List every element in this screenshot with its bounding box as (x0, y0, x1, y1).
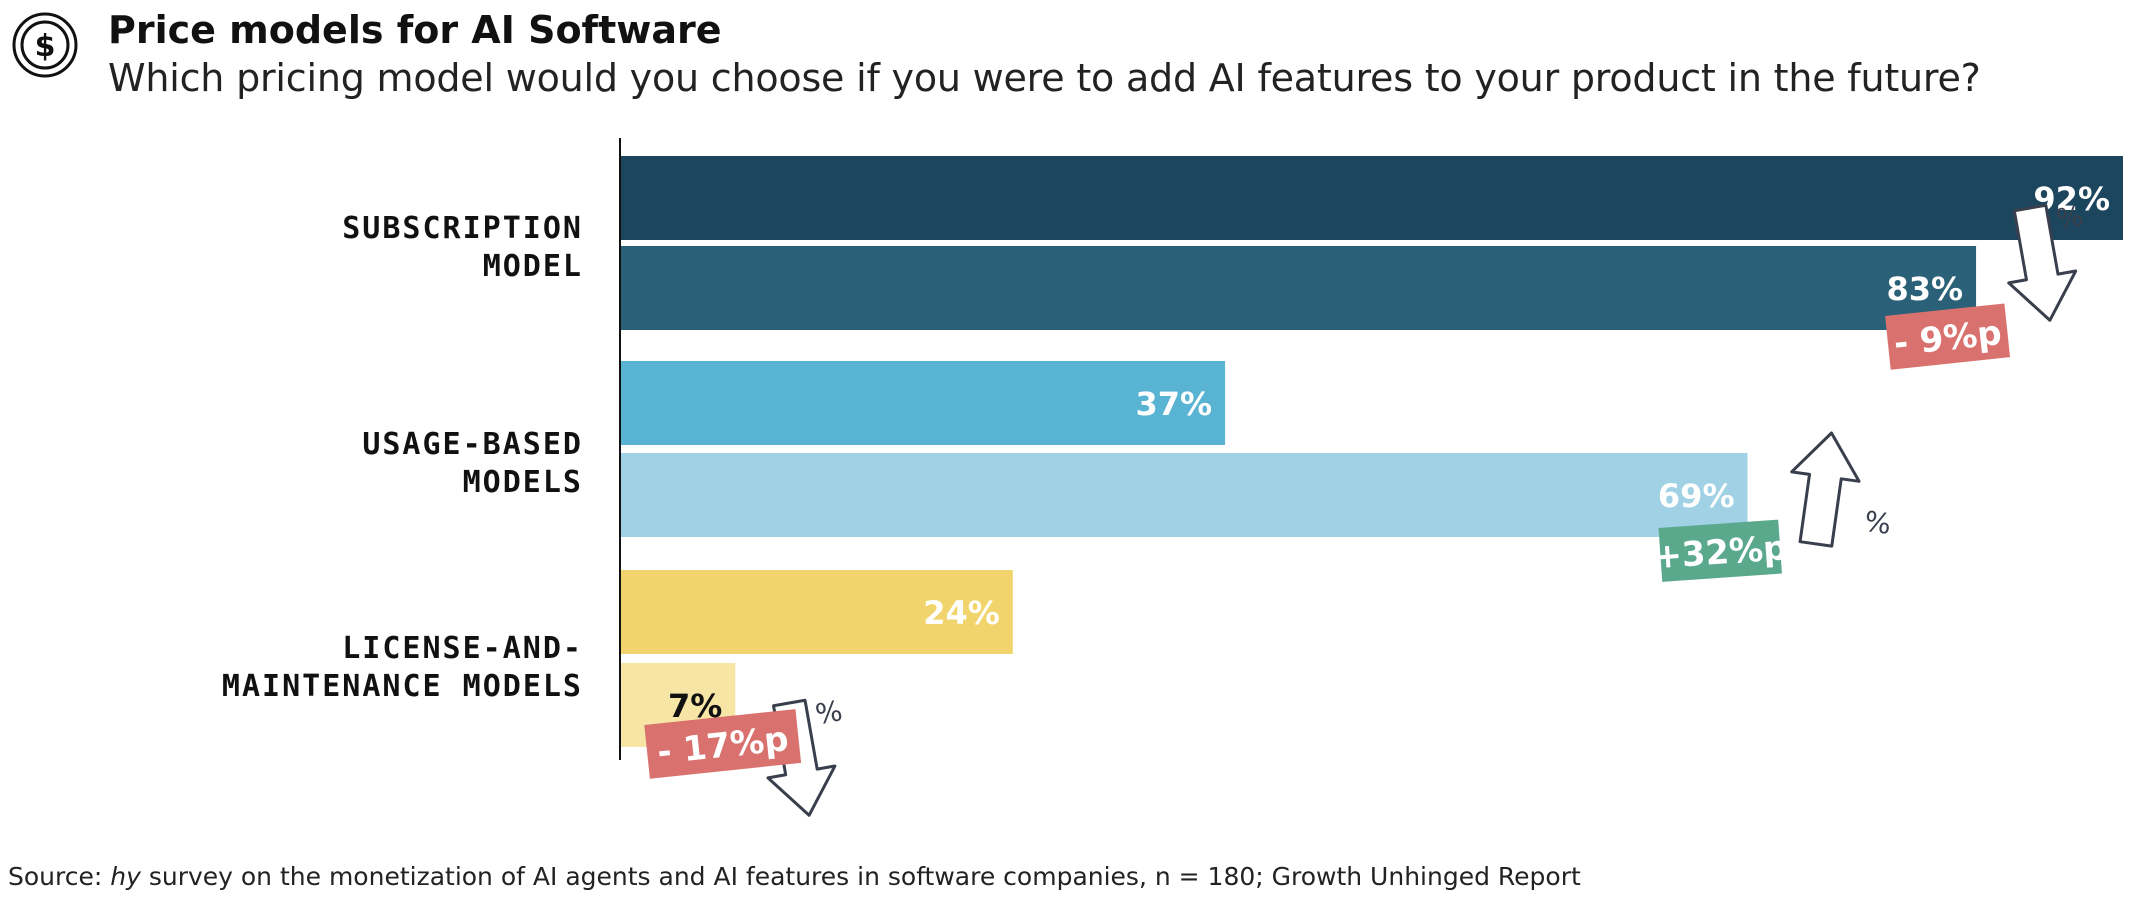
arrow-shape (1790, 431, 1861, 548)
category-label-line: MODEL (483, 249, 583, 284)
down-arrow-change-indicator: % - 9%p (1885, 199, 2086, 370)
percent-symbol: % (2054, 199, 2086, 236)
chart-title: Price models for AI Software (108, 8, 722, 52)
percent-symbol: % (1862, 505, 1893, 541)
bar (621, 570, 1013, 654)
source-text: survey on the monetization of AI agents … (140, 862, 1581, 891)
percent-symbol: % (813, 694, 845, 731)
arrow-down-icon: % (2007, 199, 2086, 322)
source-note: Source: hy survey on the monetization of… (8, 862, 1581, 891)
bar (621, 246, 1977, 330)
change-badge: - 9%p (1885, 303, 2011, 370)
category-label: LICENSE-AND-MAINTENANCE MODELS (222, 631, 583, 704)
category-label-line: SUBSCRIPTION (342, 211, 583, 246)
category-label: USAGE-BASED MODELS (362, 427, 583, 500)
change-badge-label: +32%p (1652, 528, 1789, 577)
bar-value-label: 24% (923, 594, 1000, 632)
svg-text:$: $ (35, 29, 56, 64)
change-badge: - 17%p (644, 709, 802, 779)
source-prefix: Source: (8, 862, 111, 891)
category-label-line: MAINTENANCE MODELS (222, 669, 583, 704)
change-badge-background (1658, 519, 1782, 582)
down-arrow-change-indicator: % - 17%p (644, 694, 845, 817)
bar-value-label: 69% (1658, 477, 1735, 515)
change-badge-background (644, 709, 802, 779)
arrow-shape (2007, 203, 2078, 322)
category-label-line: MODELS (463, 465, 583, 500)
chart-header: $ Price models for AI Software Which pri… (0, 0, 2130, 110)
arrow-up-icon: % (1790, 431, 1893, 548)
bar (621, 453, 1748, 537)
category-label: SUBSCRIPTION MODEL (342, 211, 583, 284)
category-label-line: USAGE-BASED (362, 427, 583, 462)
source-italic: hy (110, 862, 141, 891)
bar (621, 156, 2123, 240)
bar-value-label: 37% (1135, 385, 1212, 423)
change-badge-background (1885, 303, 2011, 370)
change-badge: +32%p (1652, 519, 1789, 582)
bar (621, 361, 1226, 445)
category-label-line: LICENSE-AND- (342, 631, 583, 666)
bar-value-label: 83% (1886, 270, 1963, 308)
dollar-coin-icon: $ (12, 12, 78, 78)
up-arrow-change-indicator: % +32%p (1652, 431, 1893, 582)
chart-subtitle: Which pricing model would you choose if … (108, 56, 1981, 100)
